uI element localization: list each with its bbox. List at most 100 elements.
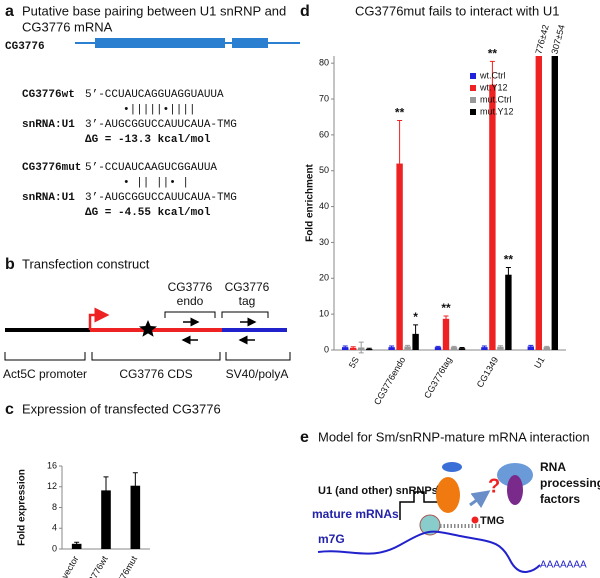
error-bar	[413, 324, 419, 344]
primer-label: CG3776	[225, 280, 270, 294]
panel-a: a Putative base pairing between U1 snRNP…	[5, 3, 300, 219]
x-tick-label: CG3776mut	[106, 554, 139, 578]
mrna-label: mature mRNAs	[312, 507, 399, 521]
legend-swatch	[470, 109, 476, 115]
x-tick-label: U1	[532, 355, 546, 370]
bar	[130, 485, 141, 549]
star	[139, 320, 157, 337]
x-tick-label: vector	[60, 554, 81, 578]
icon	[442, 462, 462, 472]
question: ?	[488, 475, 500, 497]
chart-title: CG3776mut fails to interact with U1	[355, 3, 559, 18]
error-bar	[443, 315, 449, 323]
y-axis-label: Fold enrichment	[305, 163, 316, 241]
y-tick-label: 4	[52, 523, 57, 533]
panel-letter: d	[300, 3, 310, 20]
error-bar	[451, 345, 457, 349]
y-tick-label: 50	[319, 165, 329, 175]
error-bar	[435, 345, 441, 349]
panel-letter: c	[5, 401, 14, 418]
sequence: 5’-CCUAUCAAGUCGGAUUA	[85, 162, 217, 174]
x-tick-label: 5S	[347, 355, 361, 370]
error-bar	[366, 347, 372, 351]
y-tick-label: 8	[52, 502, 57, 512]
bracket	[4, 352, 86, 361]
y-tick-label: 10	[319, 309, 329, 319]
value-label: 776±42	[533, 24, 550, 56]
panel-letter: b	[5, 256, 15, 273]
bracket	[164, 311, 216, 318]
panel-letter: a	[5, 3, 14, 20]
seq-label: CG3776wt	[22, 89, 75, 101]
legend-label: wt.Y12	[479, 82, 508, 92]
error-bar	[459, 346, 465, 350]
cap-label: m7G	[318, 532, 345, 546]
error-bar	[481, 345, 487, 349]
legend-swatch	[470, 97, 476, 103]
y-tick-label: 70	[319, 93, 329, 103]
y-tick-label: 40	[319, 201, 329, 211]
legend-label: mut.Y12	[480, 106, 514, 116]
primer-label: endo	[177, 294, 204, 308]
panel-title: Transfection construct	[22, 256, 150, 271]
bar	[505, 274, 512, 350]
bar	[551, 56, 558, 350]
error-bar	[405, 344, 411, 348]
pairing: •|||||•||||	[123, 104, 196, 116]
x-tick-label: CG1349	[475, 355, 500, 389]
bar	[71, 543, 82, 549]
bracket	[221, 311, 269, 318]
chart-title: Expression of transfected CG3776	[22, 401, 221, 416]
panel-title: Putative base pairing between U1 snRNP a…	[22, 3, 286, 18]
significance: **	[488, 47, 498, 61]
primer-label: CG3776	[168, 280, 213, 294]
panel-letter: e	[300, 429, 309, 446]
exon	[95, 38, 225, 48]
error-bar	[528, 344, 534, 348]
pairing: • || ||• |	[123, 177, 189, 189]
seq-label: snRNA:U1	[22, 119, 75, 131]
value-label: 307±54	[549, 24, 566, 56]
y-tick-label: 80	[319, 58, 329, 68]
primer-label: tag	[239, 294, 256, 308]
tss-arrow	[88, 307, 110, 330]
error-bar	[397, 120, 403, 208]
delta-g: ΔG = -13.3 kcal/mol	[85, 134, 211, 146]
y-tick-label: 20	[319, 273, 329, 283]
y-tick-label: 16	[47, 460, 57, 470]
bar	[497, 346, 504, 350]
bar	[543, 347, 550, 350]
bar	[442, 318, 450, 350]
plot-marks	[71, 472, 141, 549]
error-bar	[132, 472, 138, 500]
icon	[436, 477, 460, 513]
sequence: 3’-AUGCGGUCCAUUCAUA-TMG	[85, 119, 237, 131]
factors-label: RNA	[540, 460, 566, 474]
panel-title: Model for Sm/snRNP-mature mRNA interacti…	[318, 429, 590, 444]
y-axis-label: Fold expression	[17, 469, 28, 546]
error-bar	[544, 345, 550, 349]
bracket	[91, 352, 221, 361]
legend-swatch	[470, 73, 476, 79]
error-bar	[350, 346, 356, 350]
segment-label: CG3776 CDS	[119, 367, 192, 381]
icon	[507, 475, 523, 505]
significance: *	[413, 310, 418, 324]
factors-label: processing	[540, 476, 600, 490]
x-tick-label: CG3776tag	[422, 355, 454, 400]
gene-label: CG3776	[5, 41, 45, 53]
bar	[396, 163, 403, 350]
y-tick-label: 12	[47, 481, 57, 491]
bar	[404, 346, 411, 350]
y-tick-label: 60	[319, 129, 329, 139]
arrow	[469, 490, 491, 509]
x-tick-label: CG3776endo	[372, 355, 407, 406]
exon	[232, 38, 268, 48]
segment-label: Act5C promoter	[3, 367, 87, 381]
legend-label: mut.Ctrl	[480, 94, 512, 104]
panel-title: CG3776 mRNA	[22, 19, 113, 34]
plot-marks	[342, 56, 558, 354]
error-bar	[358, 341, 364, 354]
tmg-label: TMG	[480, 515, 504, 527]
bar	[434, 347, 442, 350]
